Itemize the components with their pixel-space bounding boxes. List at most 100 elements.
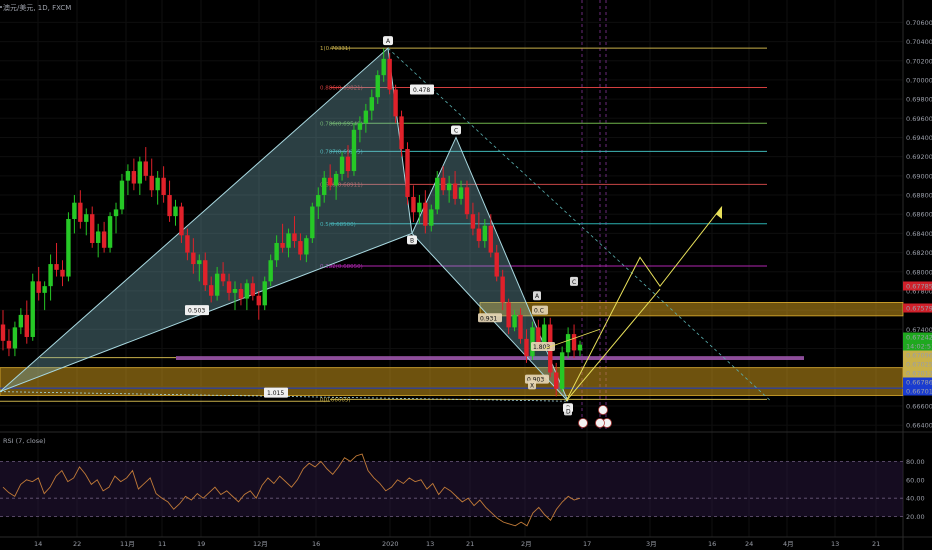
price-tick-label: 0.67400: [906, 326, 932, 334]
price-tag-label: 0.67096: [906, 352, 932, 360]
candle-body: [405, 148, 410, 197]
candle-body: [214, 273, 220, 296]
candle-body: [500, 276, 505, 303]
candle-body: [429, 209, 434, 226]
candle-body: [446, 183, 452, 191]
ratio-label: 1.015: [267, 390, 284, 397]
price-tick-label: 0.68400: [906, 230, 932, 238]
candle-body: [66, 219, 71, 277]
price-tag-label: 0.67012: [906, 370, 932, 378]
candle-body: [381, 58, 386, 76]
fib-level-label: 0.382(0.68050): [320, 264, 363, 270]
pattern-point-box: [407, 235, 417, 245]
candle-body: [113, 209, 119, 217]
candle-body: [131, 171, 137, 184]
candle-body: [565, 334, 571, 353]
candle-body: [292, 233, 297, 242]
fib-level-label: 1(0.70331): [320, 46, 351, 52]
candle-body: [387, 58, 392, 90]
candle-body: [559, 352, 565, 389]
rsi-band: [0, 461, 903, 517]
time-axis[interactable]: 14 22 11月 11 19 12月 16 2020 13 21 2月 17 3月 16 24 4月 13 21: [34, 540, 880, 548]
candle-body: [30, 281, 35, 337]
candle-body: [512, 314, 517, 328]
harmonic-mini-label: D: [566, 408, 571, 415]
time-tick-label: 13: [426, 540, 434, 548]
harmonic-mini-label: 0.903: [527, 377, 544, 384]
harmonic-mini-label: A: [535, 293, 540, 300]
symbol-title[interactable]: 澳元/美元, 1D, FXCM: [3, 4, 72, 12]
candle-body: [220, 273, 226, 282]
candle-body: [149, 175, 154, 191]
candle-body: [197, 260, 202, 265]
zones-layer: [0, 302, 904, 396]
candle-body: [78, 202, 83, 222]
candle-body: [179, 206, 184, 236]
candles-layer: [0, 48, 583, 397]
candle-body: [274, 242, 279, 261]
candle-body: [95, 231, 101, 243]
candle-body: [0, 324, 6, 341]
rsi-line: [2, 453, 581, 527]
rsi-pane: 80.00 60.00 40.00 20.00: [0, 453, 925, 527]
fib-level-label: 0.618(0.68911): [320, 182, 363, 188]
candle-body: [363, 110, 369, 124]
rsi-tick-label: 80.00: [906, 458, 925, 466]
rsi-label[interactable]: RSI (7, close): [3, 437, 46, 445]
candle-body: [530, 327, 535, 357]
candle-body: [554, 372, 559, 389]
candle-body: [536, 327, 541, 344]
candle-body: [268, 260, 273, 282]
candle-body: [232, 289, 238, 293]
time-tick-label: 14: [34, 540, 42, 548]
candle-body: [36, 281, 41, 293]
candle-body: [411, 196, 416, 213]
candle-body: [173, 206, 178, 217]
candle-body: [203, 260, 208, 286]
price-tick-label: 0.69000: [906, 172, 932, 180]
harmonic-pattern[interactable]: A B C D 0.503 0.478 1.015: [0, 36, 771, 413]
candle-body: [310, 206, 315, 239]
price-tag-label: 0.67025: [906, 361, 932, 369]
candle-body: [322, 177, 327, 196]
price-tag-label: 0.67242: [906, 334, 932, 342]
rsi-tick-label: 20.00: [906, 513, 925, 521]
ratio-box: [185, 305, 209, 316]
candle-body: [357, 123, 363, 130]
price-tick-label: 0.67800: [906, 287, 932, 295]
time-tick-label: 2020: [382, 540, 399, 548]
harmonic-mini-box: [564, 406, 572, 416]
price-tick-label: 0.70400: [906, 38, 932, 46]
fib-retracement[interactable]: 1(0.70331) 0.886(0.69821) 0.786(0.69548) 0.…: [0, 46, 903, 403]
price-tag-label: 0.66701: [906, 388, 932, 396]
pattern-point-box: [383, 36, 393, 46]
fib-level-label: 0.707(0.69255): [320, 149, 363, 155]
price-tag-label: 14:02:51: [906, 343, 932, 351]
candle-body: [470, 214, 476, 229]
pattern-trend: [387, 47, 771, 401]
time-tick-label: 12月: [253, 540, 268, 548]
harmonic-mini-label: 1.803: [533, 344, 550, 351]
price-axis[interactable]: 0.70600 0.70400 0.70200 0.70000 0.69800 0.696…: [903, 19, 932, 430]
price-tag-box: [903, 350, 932, 360]
candle-body: [143, 161, 148, 176]
price-tick-label: 0.70600: [906, 19, 932, 27]
candle-body: [458, 187, 464, 199]
price-tick-label: 0.68000: [906, 268, 932, 276]
event-icon: [595, 418, 605, 428]
candle-body: [482, 225, 488, 242]
price-tag-label: 0.66786: [906, 379, 932, 387]
pattern-point-label: A: [386, 38, 391, 45]
candle-body: [6, 340, 12, 349]
price-tag-box: [903, 332, 932, 342]
rsi-tick-label: 60.00: [906, 476, 925, 484]
candle-body: [417, 202, 422, 213]
projection-path: [544, 328, 601, 349]
price-tick-label: 0.70000: [906, 76, 932, 84]
projection-arrowhead: [716, 206, 722, 219]
fib-level-label: 0.786(0.69548): [320, 121, 363, 127]
price-tag-box: [903, 341, 932, 351]
